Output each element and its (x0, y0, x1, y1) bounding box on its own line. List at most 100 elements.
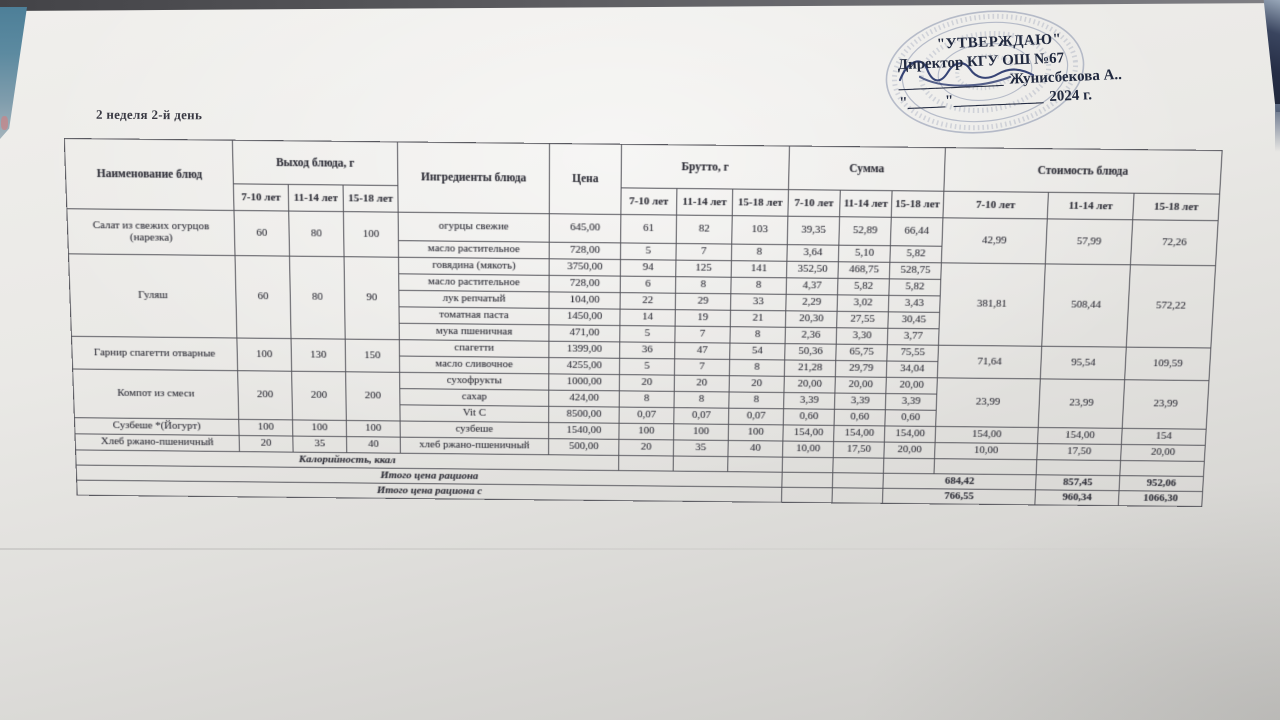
price-cell: 3750,00 (549, 258, 621, 277)
menu-table-body: Салат из свежих огурцов (нарезка) 60 80 100… (66, 208, 1219, 507)
price-cell: 4255,00 (548, 357, 620, 375)
ingredient-cell: говядина (мякоть) (398, 257, 550, 276)
dish-cost-cell: 109,59 (1124, 347, 1211, 381)
signature-blank-line: ______________ (898, 71, 1004, 93)
menu-table-head: Наименование блюд Выход блюда, г Ингреди… (64, 138, 1223, 221)
ingredient-cell: мука пшеничная (399, 323, 549, 342)
summa-cell: 5,82 (888, 278, 941, 296)
ingredient-cell: сахар (399, 388, 549, 407)
empty-cell (1119, 460, 1205, 477)
brutto-cell: 22 (620, 292, 676, 310)
dish-cost-cell: 71,64 (937, 345, 1042, 379)
brutto-cell: 8 (729, 359, 785, 377)
age-col-header: 7-10 лет (620, 187, 677, 216)
total-value-cell: 952,06 (1119, 475, 1204, 492)
approval-block: "УТВЕРЖДАЮ" Директор КГУ ОШ №67 ________… (897, 25, 1200, 113)
brutto-cell: 8 (730, 277, 787, 295)
brutto-cell: 5 (619, 358, 675, 376)
brutto-cell: 82 (676, 215, 733, 245)
age-col-header: 11-14 лет (839, 190, 893, 218)
desk-background-strip (0, 0, 1280, 11)
summa-cell: 29,79 (835, 360, 887, 378)
summa-cell: 3,02 (837, 294, 889, 312)
ingredient-cell: лук репчатый (398, 290, 550, 309)
brutto-cell: 8 (619, 390, 675, 408)
dish-name-cell: Компот из смеси (72, 368, 239, 420)
dish-cost-cell: 57,99 (1045, 218, 1133, 265)
summa-cell: 20,00 (883, 442, 936, 459)
yield-cell: 35 (292, 436, 347, 453)
dish-cost-cell: 154,00 (1037, 427, 1123, 445)
empty-cell (883, 458, 935, 474)
dish-name-cell: Хлеб ржано-пшеничный (74, 433, 240, 452)
pink-speck (1, 116, 8, 130)
summa-cell: 3,30 (836, 327, 888, 345)
ingredient-cell: сухофрукты (399, 372, 549, 391)
brutto-cell: 19 (675, 309, 731, 327)
summa-cell: 52,89 (838, 216, 892, 246)
ingredient-cell: хлеб ржано-пшеничный (400, 437, 549, 455)
yield-cell: 90 (344, 256, 400, 340)
summa-cell: 75,55 (886, 344, 939, 362)
ingredient-cell: масло растительное (398, 273, 550, 292)
brutto-cell: 33 (730, 293, 787, 311)
brutto-cell: 8 (674, 391, 730, 409)
summa-cell: 3,64 (786, 244, 839, 262)
ingredient-cell: масло растительное (398, 240, 550, 259)
price-cell: 728,00 (549, 275, 621, 293)
navy-object-corner (1263, 0, 1280, 112)
brutto-cell: 100 (618, 423, 674, 440)
empty-cell (782, 457, 834, 473)
dish-cost-cell: 508,44 (1041, 263, 1131, 348)
brutto-cell: 54 (729, 343, 786, 360)
ingredient-cell: спагетти (399, 339, 549, 358)
col-header-price: Цена (549, 143, 622, 215)
brutto-cell: 141 (731, 260, 787, 278)
dish-cost-cell: 154 (1121, 428, 1207, 446)
dish-cost-cell: 42,99 (941, 217, 1048, 264)
age-col-header: 7-10 лет (942, 191, 1049, 219)
summa-cell: 2,36 (785, 327, 837, 345)
brutto-cell: 7 (674, 326, 731, 344)
age-col-header: 11-14 лет (676, 188, 733, 216)
col-header-yield: Выход блюда, г (232, 140, 398, 186)
brutto-cell: 35 (673, 439, 729, 457)
menu-table: Наименование блюд Выход блюда, г Ингреди… (64, 138, 1223, 507)
price-cell: 104,00 (549, 291, 621, 310)
yield-cell: 100 (343, 211, 399, 258)
summa-cell: 468,75 (837, 261, 890, 279)
empty-cell (781, 472, 833, 488)
brutto-cell: 8 (728, 391, 784, 409)
price-cell: 471,00 (548, 324, 620, 342)
summa-cell: 30,45 (887, 311, 940, 329)
summa-cell: 20,00 (885, 377, 938, 395)
price-cell: 645,00 (549, 213, 621, 243)
right-edge-shadow (1275, 104, 1280, 152)
age-col-header: 15-18 лет (343, 184, 399, 213)
dish-cost-cell: 23,99 (1038, 378, 1125, 429)
summa-cell: 352,50 (786, 261, 839, 279)
brutto-cell: 7 (674, 358, 730, 376)
yield-cell: 200 (237, 370, 293, 420)
summa-cell: 17,50 (833, 441, 885, 459)
ingredient-cell: огурцы свежие (398, 212, 550, 243)
age-col-header: 7-10 лет (233, 183, 289, 212)
yield-cell: 20 (239, 435, 294, 453)
brutto-cell: 7 (675, 243, 732, 261)
brutto-cell: 100 (673, 423, 729, 441)
yield-cell: 80 (289, 256, 346, 340)
brutto-cell: 5 (620, 242, 677, 261)
ingredient-cell: Vit C (399, 404, 549, 423)
price-cell: 500,00 (548, 438, 619, 456)
empty-cell (673, 456, 728, 472)
price-cell: 1540,00 (548, 422, 620, 440)
brutto-cell: 8 (731, 244, 788, 262)
col-header-dish: Наименование блюд (64, 138, 234, 211)
summa-cell: 10,00 (782, 441, 834, 458)
summa-cell: 2,29 (785, 294, 838, 312)
summa-cell: 3,77 (887, 328, 940, 346)
age-col-header: 15-18 лет (732, 189, 789, 217)
brutto-cell: 8 (729, 326, 786, 344)
summa-cell: 5,10 (838, 245, 891, 263)
yield-cell: 100 (346, 420, 401, 438)
